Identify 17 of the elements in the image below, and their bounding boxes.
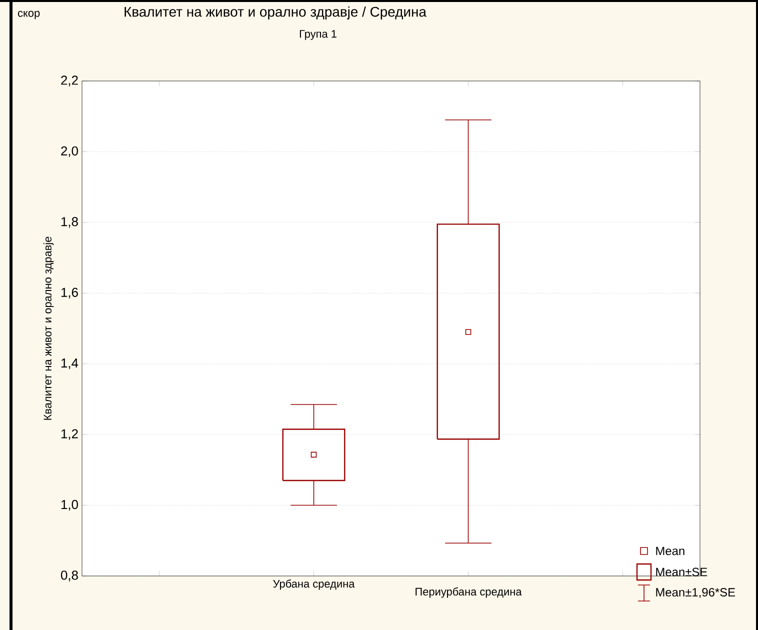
y-tick-label: 1,2 <box>61 429 78 440</box>
y-tick-label: 2,2 <box>61 76 78 86</box>
text: Mean±1,96*SE <box>656 588 736 598</box>
chart-title: Квалитет на живот и орално здравје / Средина <box>124 6 426 20</box>
y-tick-label: 1,6 <box>61 288 78 298</box>
annotation: Mean±SE <box>656 568 708 576</box>
x-tick-label: Урбана средина <box>273 580 355 590</box>
y-tick-label: 0,8 <box>60 570 78 582</box>
x-tick-label: Периурбана средина <box>416 587 522 598</box>
y-tick-label: 1,4 <box>61 358 78 370</box>
text: скор <box>18 10 40 20</box>
y-axis-title: Квалитет на живот и орално здравје <box>43 236 54 420</box>
y-tick-label: 2,0 <box>61 146 78 158</box>
annotation: Mean <box>656 546 684 556</box>
y-tick-label: 1,8 <box>61 217 78 228</box>
chart-subtitle: Група 1 <box>300 30 336 40</box>
y-tick-label: 1,0 <box>61 500 78 511</box>
